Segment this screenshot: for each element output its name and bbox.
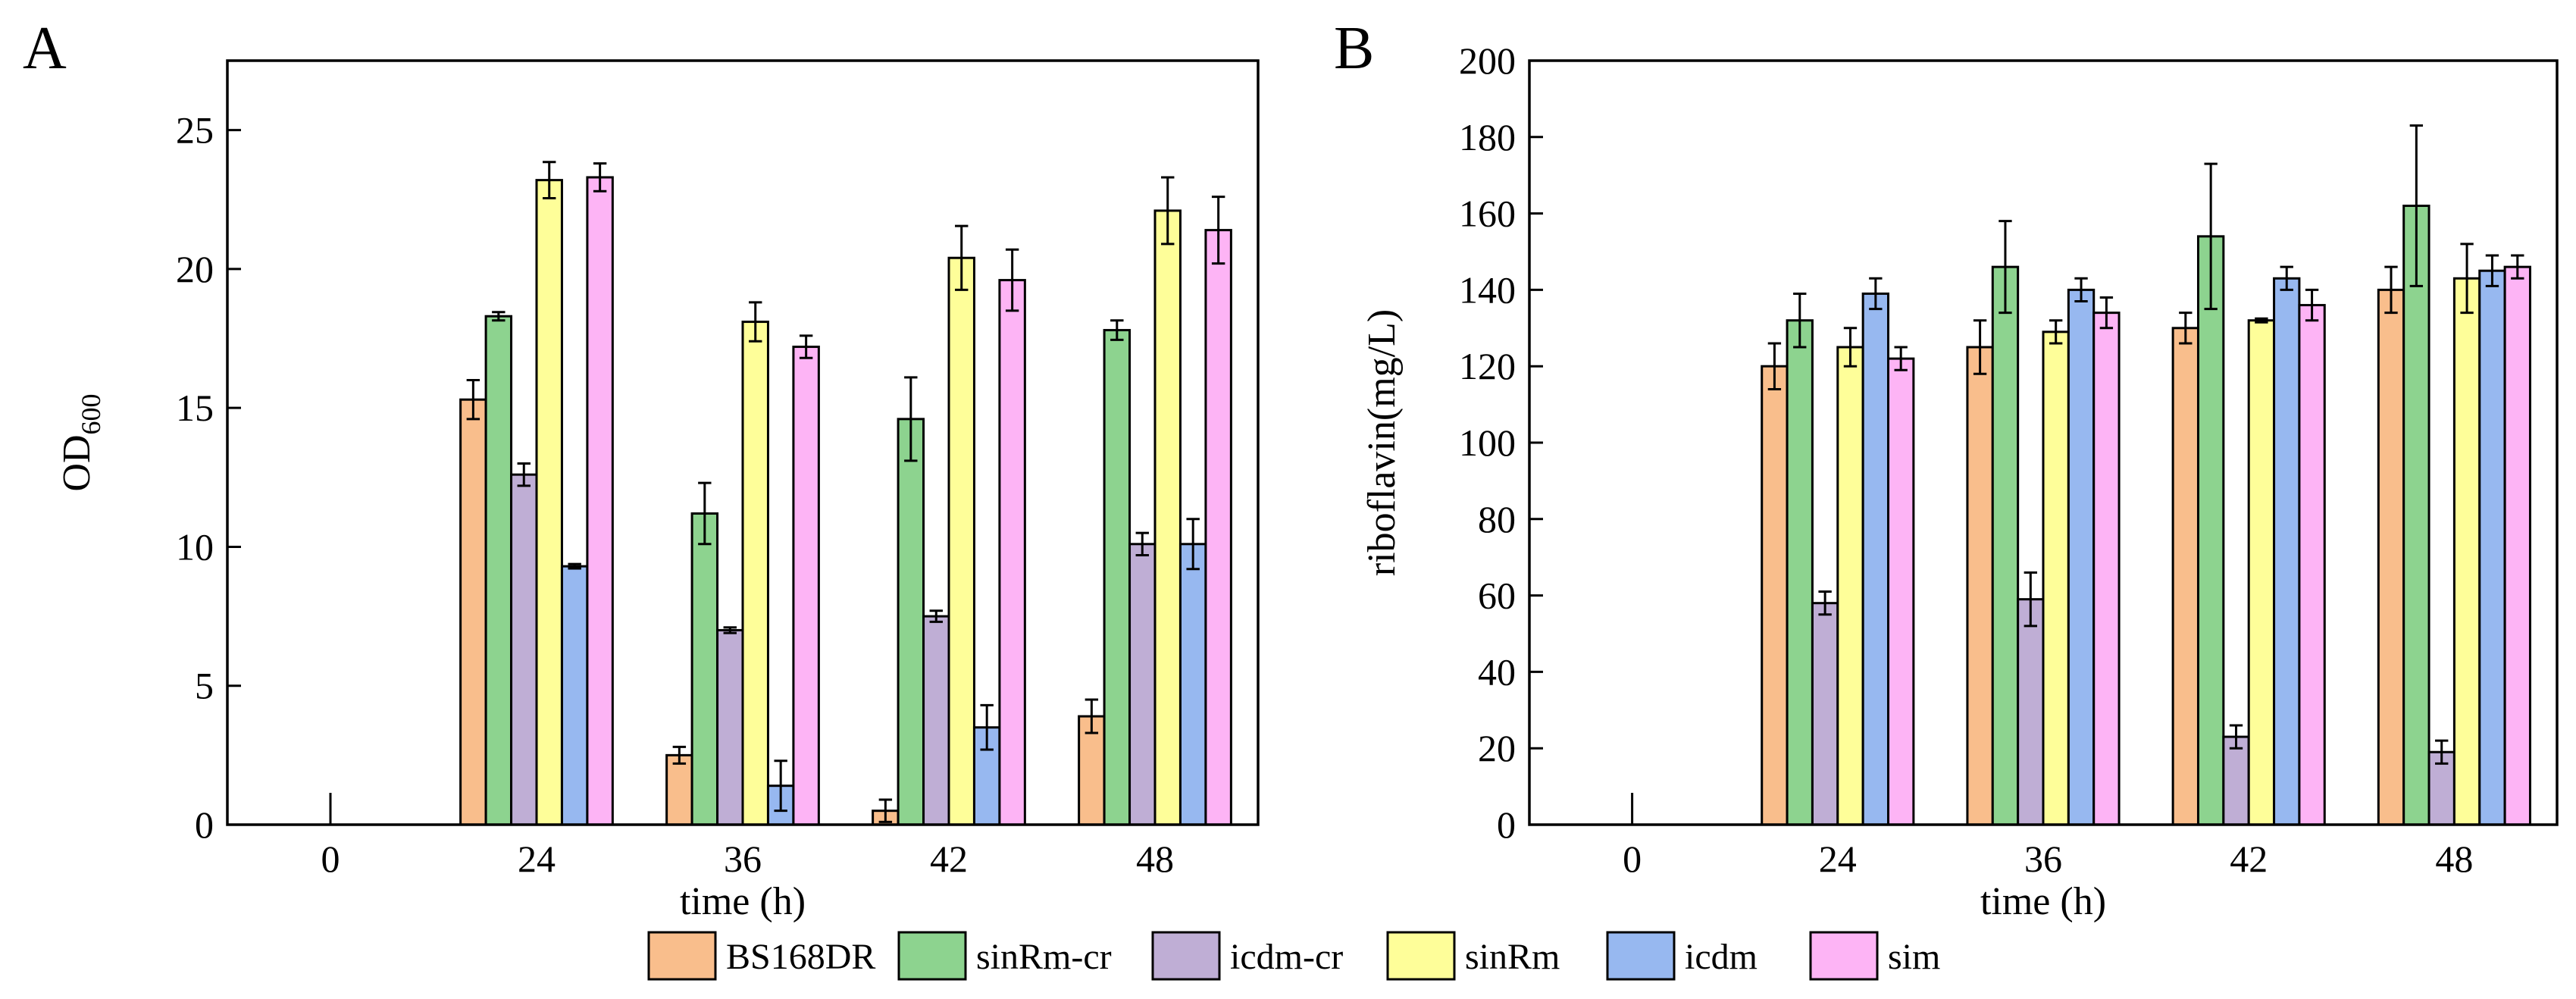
- b-ytick-label-20: 20: [1478, 727, 1516, 769]
- legend-label-BS168DR: BS168DR: [726, 937, 875, 977]
- legend-label-icdm: icdm: [1685, 937, 1758, 977]
- b-bar-sim-24: [1887, 357, 1915, 826]
- panel-letter-b: B: [1334, 15, 1374, 82]
- a-y-axis-label: OD600: [55, 393, 106, 491]
- b-bar-icdm-24: [1861, 292, 1890, 826]
- a-xtick-label-42: 42: [930, 838, 968, 880]
- a-bar-icdm-cr-24: [510, 473, 538, 826]
- a-bar-BS168DR-36: [665, 753, 693, 826]
- b-ytick-label-140: 140: [1459, 268, 1516, 311]
- a-ytick-label-5: 5: [195, 665, 214, 707]
- legend-swatch-BS168DR: [647, 931, 717, 981]
- panel-letter-a: A: [23, 15, 67, 82]
- b-bar-sinRm-42: [2247, 319, 2276, 826]
- b-bar-sinRm-cr-24: [1786, 319, 1814, 826]
- b-xtick-label-0: 0: [1623, 838, 1642, 880]
- a-y-axis-label-main: OD: [55, 434, 99, 491]
- b-xtick-label-24: 24: [1819, 838, 1857, 880]
- b-ytick-label-0: 0: [1497, 803, 1516, 846]
- b-bar-icdm-42: [2273, 277, 2301, 826]
- a-xtick-label-24: 24: [518, 838, 556, 880]
- b-bar-sinRm-cr-36: [1991, 265, 2020, 826]
- a-bar-sim-24: [586, 176, 614, 826]
- b-bar-icdm-cr-36: [2017, 598, 2045, 826]
- legend-swatch-sinRm: [1386, 931, 1456, 981]
- a-bar-sinRm-cr-42: [897, 418, 925, 826]
- a-bar-sinRm-cr-48: [1103, 329, 1131, 826]
- a-axes-frame: [226, 59, 1260, 826]
- b-bar-icdm-cr-24: [1811, 602, 1839, 826]
- b-bar-icdm-36: [2067, 288, 2096, 826]
- a-bar-sim-36: [792, 346, 820, 826]
- a-bar-icdm-cr-36: [716, 628, 744, 826]
- a-bar-sinRm-24: [535, 179, 563, 826]
- legend: BS168DR sinRm-cr icdm-cr sinRm icdm sim: [647, 931, 1940, 981]
- legend-label-sim: sim: [1888, 937, 1940, 977]
- b-bar-icdm-cr-42: [2222, 735, 2250, 826]
- legend-swatch-icdm-cr: [1151, 931, 1221, 981]
- b-ytick-label-40: 40: [1478, 650, 1516, 693]
- b-bar-BS168DR-42: [2171, 327, 2199, 826]
- b-xtick-label-42: 42: [2230, 838, 2268, 880]
- b-xtick-label-48: 48: [2435, 838, 2473, 880]
- legend-swatch-icdm: [1606, 931, 1676, 981]
- b-xtick-label-36: 36: [2024, 838, 2062, 880]
- a-bar-icdm-24: [560, 565, 589, 826]
- a-xtick-label-0: 0: [321, 838, 340, 880]
- chart-b: 0 20 40 60 80 100 120 140 160 180 200 0 24 36 42 48 time…: [1360, 39, 2559, 923]
- a-bar-sinRm-48: [1153, 209, 1182, 826]
- a-bar-sinRm-cr-36: [690, 512, 719, 826]
- a-bar-sim-42: [998, 279, 1026, 826]
- b-bar-BS168DR-24: [1761, 365, 1789, 826]
- a-bar-sim-48: [1204, 229, 1232, 826]
- b-y-axis-label: riboflavin(mg/L): [1360, 309, 1404, 576]
- a-ytick-label-0: 0: [195, 803, 214, 846]
- b-ytick-label-100: 100: [1459, 421, 1516, 464]
- b-ytick-label-60: 60: [1478, 575, 1516, 617]
- a-ytick-label-20: 20: [176, 248, 214, 290]
- legend-swatch-sim: [1809, 931, 1879, 981]
- a-bar-icdm-cr-42: [922, 615, 950, 826]
- b-bar-sim-48: [2503, 265, 2531, 826]
- b-bar-BS168DR-48: [2377, 288, 2405, 826]
- b-bar-sinRm-cr-42: [2196, 235, 2225, 826]
- a-ytick-label-25: 25: [176, 109, 214, 152]
- chart-a: 0 5 10 15 20 25 0 24 36 42 48 time (h) OD600: [55, 59, 1260, 923]
- a-bar-sinRm-cr-24: [484, 315, 513, 826]
- a-bar-sinRm-36: [741, 321, 769, 826]
- b-bar-sim-42: [2298, 304, 2326, 826]
- b-bar-icdm-48: [2478, 269, 2506, 826]
- a-bar-BS168DR-48: [1078, 715, 1106, 826]
- b-bar-sim-36: [2092, 312, 2121, 826]
- b-ytick-label-200: 200: [1459, 39, 1516, 82]
- a-xtick-label-36: 36: [724, 838, 762, 880]
- b-bar-sinRm-48: [2452, 277, 2481, 826]
- b-bar-sinRm-24: [1836, 346, 1864, 826]
- a-ytick-label-15: 15: [176, 387, 214, 429]
- b-bar-BS168DR-36: [1966, 346, 1994, 826]
- a-xtick-label-48: 48: [1136, 838, 1174, 880]
- legend-label-sinRm: sinRm: [1465, 937, 1560, 977]
- b-y-axis-label-main: riboflavin(mg/L): [1360, 309, 1404, 576]
- legend-label-icdm-cr: icdm-cr: [1230, 937, 1343, 977]
- a-bar-sinRm-42: [947, 256, 975, 826]
- a-bar-icdm-cr-48: [1128, 543, 1157, 826]
- b-x-axis-label: time (h): [1980, 880, 2106, 923]
- a-x-axis-label: time (h): [680, 880, 806, 923]
- legend-label-sinRm-cr: sinRm-cr: [976, 937, 1112, 977]
- b-bar-sinRm-36: [2042, 330, 2070, 826]
- a-bar-icdm-48: [1178, 543, 1207, 826]
- b-ytick-label-160: 160: [1459, 193, 1516, 235]
- a-y-axis-label-subscript: 600: [76, 393, 106, 434]
- a-ytick-label-10: 10: [176, 525, 214, 568]
- b-ytick-label-120: 120: [1459, 345, 1516, 387]
- a-bar-BS168DR-24: [459, 398, 487, 826]
- b-ytick-label-180: 180: [1459, 116, 1516, 158]
- b-ytick-label-80: 80: [1478, 498, 1516, 540]
- legend-swatch-sinRm-cr: [897, 931, 967, 981]
- b-bar-sinRm-cr-48: [2402, 205, 2430, 826]
